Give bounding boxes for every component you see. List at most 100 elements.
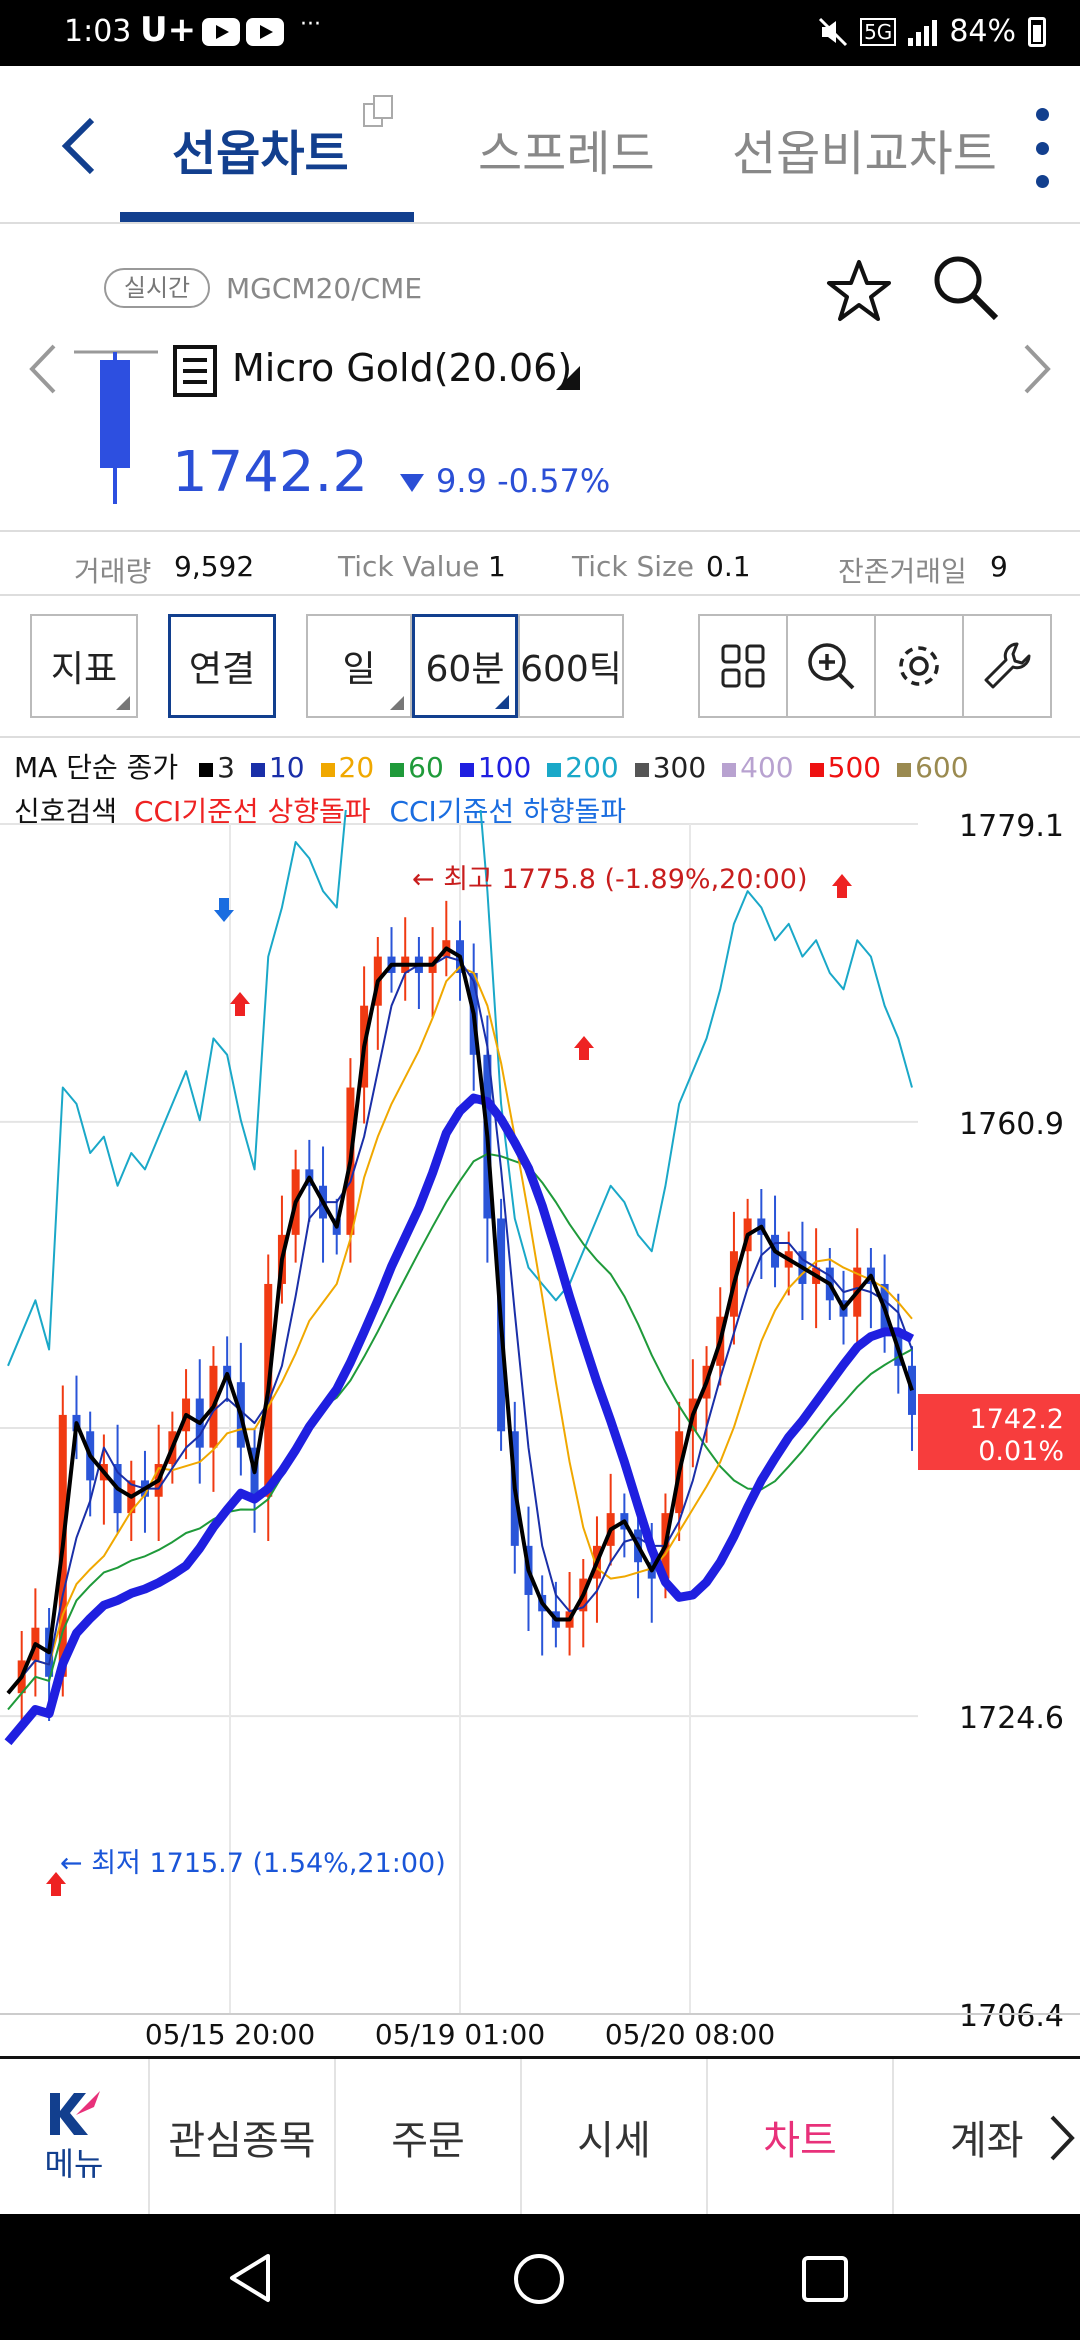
chart-toolbar: 지표 연결 일 60분 600틱: [0, 598, 1080, 738]
x-axis-label: 05/19 01:00: [375, 2018, 545, 2051]
ma-color-swatch: [897, 763, 912, 777]
ma-legend: MA 단순 종가 3 10 20 60 100 200 300 400 500 600: [14, 746, 981, 786]
realtime-badge: 실시간: [104, 268, 210, 308]
period-tick-button[interactable]: 600틱: [518, 614, 624, 718]
signal-up-arrow: [574, 1036, 594, 1060]
zoom-button[interactable]: [786, 614, 876, 718]
ma-legend-item: 20: [313, 751, 379, 784]
ma-100-line: [4, 1093, 915, 1746]
price-chart[interactable]: 1779.1 1760.9 1724.6 1706.4 05/15 20:00 05/19…: [0, 810, 1080, 2056]
ma-color-swatch: [199, 763, 214, 777]
symbol-dropdown-icon[interactable]: [554, 364, 582, 392]
tab-compare-chart[interactable]: 선옵비교차트: [732, 126, 997, 182]
layout-grid-button[interactable]: [698, 614, 788, 718]
ma-color-swatch: [809, 763, 824, 777]
search-icon[interactable]: [930, 252, 1000, 322]
link-label: 연결: [188, 649, 256, 690]
signal-icon: [908, 18, 938, 46]
nav-chart[interactable]: 차트: [708, 2059, 894, 2214]
volume-value: 9,592: [174, 550, 255, 583]
ma-period-label: 10: [268, 751, 305, 784]
nav-quote[interactable]: 시세: [522, 2059, 708, 2214]
ma-period-label: 3: [217, 751, 235, 784]
settings-button[interactable]: [874, 614, 964, 718]
favorite-star-icon[interactable]: [826, 258, 892, 324]
system-nav-bar: [0, 2214, 1080, 2340]
battery-icon: [1028, 16, 1046, 47]
nav-order[interactable]: 주문: [336, 2059, 522, 2214]
status-right: 5G 84%: [818, 14, 1046, 49]
nav-order-label: 주문: [391, 2117, 465, 2164]
signal-up-arrow: [46, 1872, 66, 1896]
ma-legend-item: 200: [539, 751, 622, 784]
ma-period-label: 20: [338, 751, 375, 784]
nav-menu[interactable]: 메뉴: [0, 2059, 150, 2214]
indicator-button[interactable]: 지표: [30, 614, 138, 718]
current-price-tag-value: 1742.2: [970, 1404, 1064, 1435]
nav-account[interactable]: 계좌: [894, 2059, 1080, 2214]
active-tab-indicator: [120, 212, 414, 222]
link-button[interactable]: 연결: [168, 614, 276, 718]
carrier-label: U+: [140, 10, 197, 50]
ma-color-swatch: [390, 763, 405, 777]
period-60min-label: 60분: [425, 649, 505, 690]
nav-quote-label: 시세: [577, 2117, 651, 2164]
wrench-icon: [984, 642, 1031, 689]
ma-period-label: 400: [740, 751, 794, 784]
back-arrow-icon[interactable]: [58, 116, 98, 176]
list-icon[interactable]: [172, 344, 218, 398]
prev-symbol-icon[interactable]: [28, 344, 58, 394]
signal-up-label: CCI기준선 상향돌파: [133, 795, 371, 828]
low-annotation: ← 최저 1715.7 (1.54%,21:00): [60, 1848, 446, 1879]
ma-period-label: 60: [408, 751, 444, 784]
recent-apps-icon[interactable]: [800, 2254, 850, 2304]
ma-color-swatch: [320, 763, 335, 777]
signal-down-arrow: [214, 898, 234, 922]
period-day-button[interactable]: 일: [306, 614, 412, 718]
next-symbol-icon[interactable]: [1022, 344, 1052, 394]
ma-legend-item: 500: [802, 751, 885, 784]
status-bar: 1:03 U+ ··· 5G 84%: [0, 0, 1080, 66]
ma-period-label: 300: [652, 751, 707, 784]
nav-chart-label: 차트: [763, 2117, 837, 2164]
ma-color-swatch: [459, 763, 474, 777]
ma-3-line: [6, 946, 914, 1695]
home-nav-icon[interactable]: [512, 2252, 566, 2306]
signal-legend: 신호검색 CCI기준선 상향돌파 CCI기준선 하향돌파: [14, 790, 626, 830]
ma-color-swatch: [547, 763, 562, 777]
tick-size-value: 0.1: [706, 550, 751, 583]
chevron-right-icon[interactable]: [1048, 2115, 1076, 2161]
symbol-name[interactable]: Micro Gold(20.06): [232, 346, 573, 390]
signal-down-label: CCI기준선 하향돌파: [389, 795, 627, 828]
change-value: 9.9: [436, 462, 487, 500]
nav-account-label: 계좌: [950, 2117, 1024, 2164]
current-change-tag-value: 0.01%: [978, 1436, 1064, 1467]
period-tick-label: 600틱: [520, 649, 622, 690]
high-annotation: ← 최고 1775.8 (-1.89%,20:00): [412, 864, 808, 895]
nav-watchlist[interactable]: 관심종목: [150, 2059, 336, 2214]
tools-button[interactable]: [962, 614, 1052, 718]
copy-icon[interactable]: [362, 94, 396, 130]
candle-body: [908, 1365, 916, 1415]
ma-legend-item: 600: [889, 751, 972, 784]
period-60min-button[interactable]: 60분: [412, 614, 518, 718]
symbol-info-bar: 거래량 9,592 Tick Value 1 Tick Size 0.1 잔존거…: [0, 530, 1080, 596]
tab-spread[interactable]: 스프레드: [478, 126, 655, 182]
back-nav-icon[interactable]: [226, 2252, 274, 2304]
ma-legend-item: 3: [191, 751, 239, 784]
nav-menu-label: 메뉴: [44, 2144, 104, 2183]
tab-futures-chart[interactable]: 선옵차트: [172, 126, 349, 182]
status-time: 1:03: [64, 14, 132, 49]
ma-legend-item: 60: [382, 751, 448, 784]
youtube-icon: [246, 18, 284, 46]
youtube-icon: [202, 18, 240, 46]
volume-label: 거래량: [74, 555, 152, 588]
ma-color-swatch: [250, 763, 265, 777]
ma-legend-item: 300: [627, 751, 710, 784]
tick-value-value: 1: [488, 550, 506, 583]
ma-period-label: 500: [827, 751, 882, 784]
more-menu-icon[interactable]: [1036, 108, 1050, 188]
battery-percent: 84%: [949, 14, 1016, 49]
current-price-tag: [918, 1394, 1080, 1471]
zoom-in-icon: [808, 643, 855, 690]
